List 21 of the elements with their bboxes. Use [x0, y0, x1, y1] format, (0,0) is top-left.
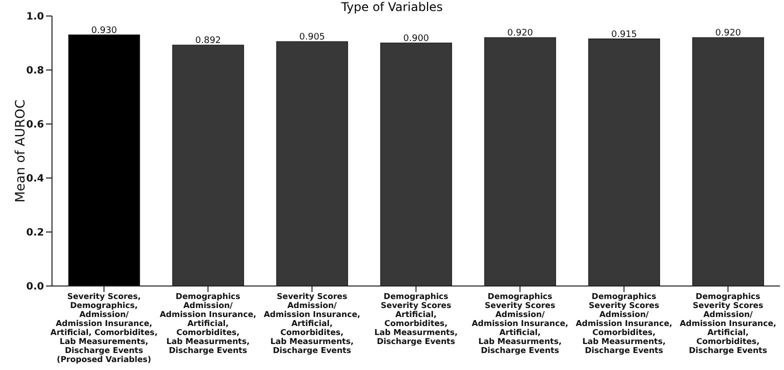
y-tick-label: 0.4 — [26, 174, 44, 185]
data-label: 0.900 — [403, 34, 430, 44]
y-tick-label: 0.2 — [26, 228, 44, 239]
y-tick-label: 0.6 — [26, 120, 44, 131]
data-label: 0.930 — [91, 26, 118, 36]
x-tick-label: Demographics Severity Scores Admission/ Admission Insurance, Comorbidites, Lab Measurments, Discharge Events — [576, 292, 672, 355]
y-tick-label: 0.8 — [26, 66, 44, 77]
y-tick-label: 0.0 — [26, 282, 44, 293]
chart-title: Type of Variables — [341, 0, 443, 14]
data-label: 0.920 — [715, 28, 742, 39]
y-tick-label: 1.0 — [26, 12, 44, 23]
x-tick-label: Demographics Severity Scores Artificial, Comorbidites, Lab Measurments, Discharge Events — [374, 292, 458, 346]
x-tick-label: Demographics Admission/ Admission Insurance, Artificial, Comorbidites, Lab Measurments, Discharge Events — [160, 292, 256, 355]
data-label: 0.920 — [507, 28, 534, 39]
data-label: 0.892 — [195, 36, 222, 46]
data-label: 0.905 — [299, 32, 326, 43]
x-tick-label: Demographics Severity Scores Admission/ Admission Insurance, Artificial, Lab Measurments, Discharge Events — [472, 292, 568, 355]
x-tick-label: Severity Scores Admission/ Admission Insurance, Artificial, Comorbidites, Lab Measurments, Discharge Events — [264, 292, 360, 355]
x-tick-label: Demographics Severity Scores Admission/ Admission Insurance, Artificial, Comorbidites, Discharge Events — [680, 292, 776, 355]
data-label: 0.915 — [611, 30, 638, 40]
x-tick-label: Severity Scores, Demographics, Admission/ Admission Insurance, Artificial, Comorbidites, Lab Measurements, Discharge Events (Proposed Variables) — [50, 292, 158, 364]
